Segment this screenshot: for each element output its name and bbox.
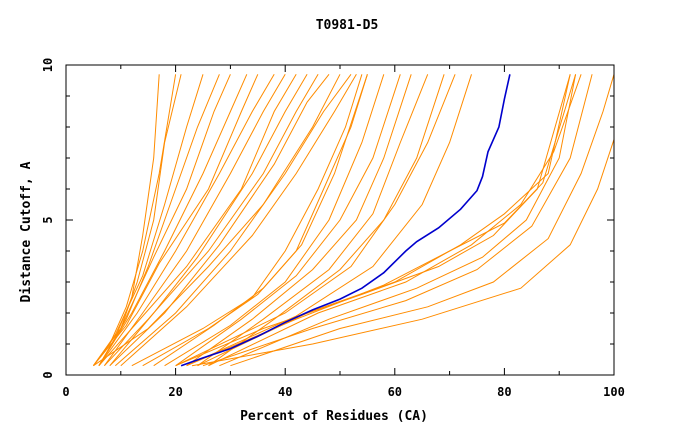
x-tick-label: 40 — [278, 385, 292, 399]
orange-series-line-15 — [93, 74, 341, 367]
orange-series-line-8 — [93, 74, 259, 367]
orange-series-line-16 — [114, 74, 352, 367]
axis-ticks: 0 20 40 60 80 100 0 5 10 — [41, 58, 625, 399]
orange-series-line-33 — [202, 74, 593, 367]
plot-lines — [92, 73, 615, 367]
orange-series-line-12 — [109, 74, 308, 367]
orange-series-line-32 — [219, 74, 577, 367]
orange-series-line-21 — [164, 74, 385, 367]
orange-series-line-5 — [98, 74, 220, 366]
y-tick-label: 0 — [41, 371, 55, 378]
orange-series-line-30 — [208, 74, 582, 367]
orange-series-line-6 — [92, 74, 231, 366]
orange-series-line-31 — [175, 74, 571, 367]
orange-series-line-2 — [93, 74, 177, 367]
x-tick-label: 0 — [62, 385, 69, 399]
orange-series-line-9 — [98, 74, 275, 366]
orange-series-line-13 — [104, 74, 319, 367]
orange-series-line-7 — [98, 74, 248, 366]
x-tick-label: 60 — [388, 385, 402, 399]
orange-series-line-10 — [103, 74, 286, 366]
orange-series-line-27 — [186, 74, 472, 367]
orange-series-line-1 — [98, 74, 160, 366]
x-axis-label: Percent of Residues (CA) — [240, 409, 428, 424]
orange-series-line-34 — [230, 74, 615, 367]
y-tick-label: 10 — [41, 58, 55, 72]
x-tick-label: 20 — [168, 385, 182, 399]
blue-series-line — [180, 74, 511, 367]
chart-title: T0981-D5 — [316, 18, 379, 33]
orange-series-line-29 — [186, 74, 577, 367]
y-axis-label: Distance Cutoff, A — [19, 161, 34, 302]
orange-series-line-4 — [92, 74, 204, 366]
orange-series-line-22 — [175, 74, 401, 367]
orange-series-line-24 — [197, 74, 429, 367]
orange-series-line-35 — [191, 74, 615, 367]
orange-series-line-18 — [131, 74, 363, 367]
x-tick-label: 80 — [497, 385, 511, 399]
orange-series-line-26 — [175, 74, 456, 367]
x-tick-label: 100 — [603, 385, 625, 399]
orange-series-line-17 — [120, 74, 357, 367]
orange-series-line-11 — [98, 74, 297, 367]
y-tick-label: 5 — [41, 216, 55, 223]
orange-series-line-25 — [208, 74, 445, 367]
orange-series-line-23 — [186, 74, 412, 367]
orange-series-line-14 — [109, 73, 330, 367]
orange-series-line-20 — [153, 74, 368, 367]
